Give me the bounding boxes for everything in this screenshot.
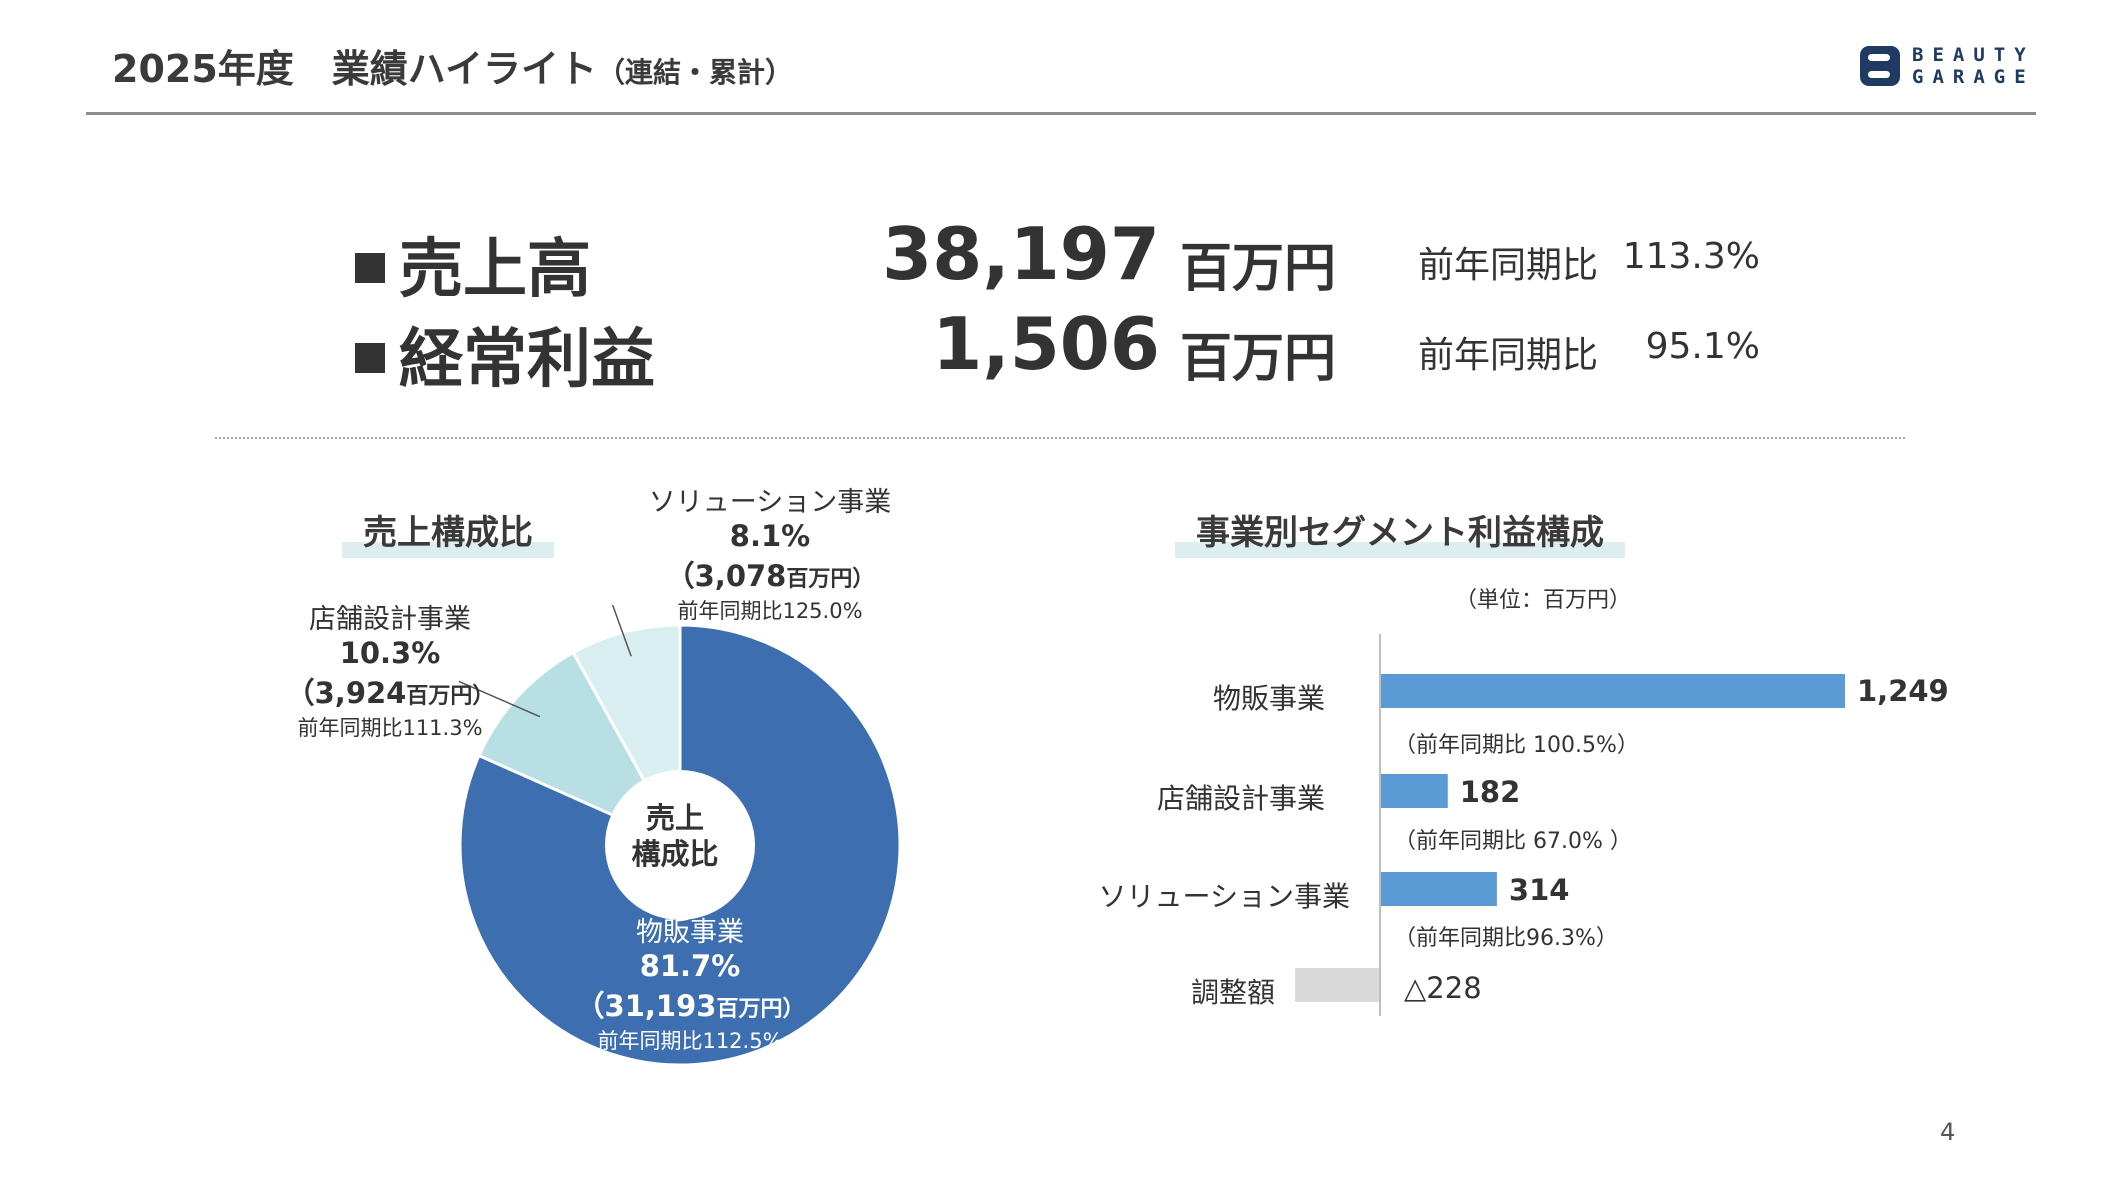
bar-2 [1380, 872, 1497, 906]
pie-label-solution-yoy: 前年同期比125.0% [677, 599, 863, 623]
bar-title-highlight [1175, 542, 1625, 558]
bar-value-adjustment: △228 [1404, 971, 1482, 1005]
pie-label-product-sales-yoy: 前年同期比112.5% [597, 1029, 783, 1053]
pie-label-product-sales: 物販事業 81.7% （31,193百万円） 前年同期比112.5% [540, 910, 840, 1055]
kpi-ordinary-profit-yoy-label: 前年同期比 [1418, 335, 1599, 376]
kpi-sales-value: 38,197 [882, 212, 1160, 296]
pie-label-solution-amount: （3,078百万円） [620, 553, 920, 595]
pie-label-product-sales-amount-unit: 百万円） [716, 997, 805, 1022]
pie-label-store-design-yoy: 前年同期比111.3% [297, 716, 483, 740]
bar-value-solution: 314 [1508, 873, 1570, 907]
pie-label-solution-percent: 8.1% [729, 519, 811, 553]
bar-0 [1380, 674, 1845, 708]
pie-label-solution-amount-unit: 百万円） [786, 567, 875, 592]
kpi-sales-unit: 百万円 [1180, 239, 1337, 299]
bar-category-product-sales: 物販事業 [1212, 682, 1325, 715]
page-title-text: 2025年度 業績ハイライト [112, 47, 598, 91]
bar-3 [1295, 968, 1380, 1002]
sales-composition-pie-chart [458, 605, 902, 1067]
pie-center-label-line-2: 構成比 [631, 837, 719, 871]
pie-label-product-sales-percent: 81.7% [639, 949, 741, 983]
pie-label-product-sales-amount-value: （31,193 [575, 989, 717, 1023]
bar-value-store-design: 182 [1459, 775, 1521, 809]
logo-line-2: GARAGE [1912, 66, 2035, 88]
page-number: 4 [1940, 1118, 1956, 1146]
kpi-ordinary-profit-yoy-value: 95.1% [1645, 326, 1760, 367]
pie-label-product-sales-name: 物販事業 [636, 917, 744, 948]
kpi-sales-label: 売上高 [355, 218, 591, 310]
pie-center-label: 売上 構成比 [590, 800, 760, 872]
leader-line-solution [611, 605, 632, 657]
bar-unit-note: （単位：百万円） [1455, 588, 1632, 613]
logo-wordmark: BEAUTY GARAGE [1912, 44, 2035, 88]
bar-note-store-design: （前年同期比 67.0% ） [1394, 829, 1632, 854]
leader-line-store-design [458, 680, 541, 718]
pie-center-label-line-1: 売上 [645, 801, 704, 835]
kpi-sales-yoy-value: 113.3% [1622, 236, 1760, 277]
pie-label-store-design-amount-value: （3,924 [285, 676, 407, 710]
kpi-sales-yoy-label: 前年同期比 [1418, 245, 1599, 286]
logo-line-1: BEAUTY [1912, 44, 2035, 66]
pie-label-solution-amount-value: （3,078 [665, 559, 787, 593]
kpi-ordinary-profit-label-text: 経常利益 [399, 323, 655, 397]
bar-category-adjustment: 調整額 [1190, 976, 1275, 1009]
pie-label-solution: ソリューション事業 8.1% （3,078百万円） 前年同期比125.0% [620, 480, 920, 625]
pie-label-store-design-amount-unit: 百万円） [406, 684, 495, 709]
header-divider [86, 112, 2036, 115]
pie-label-store-design-name: 店舗設計事業 [309, 604, 471, 635]
square-bullet-icon [355, 343, 385, 373]
pie-label-solution-name: ソリューション事業 [648, 487, 892, 518]
bar-1 [1380, 774, 1448, 808]
kpi-ordinary-profit-unit: 百万円 [1180, 329, 1337, 389]
bar-chart-title: 事業別セグメント利益構成 [1196, 513, 1604, 553]
bar-category-solution: ソリューション事業 [1098, 880, 1350, 913]
bar-value-product-sales: 1,249 [1857, 674, 1949, 708]
pie-title-highlight [342, 542, 554, 558]
pie-chart-title: 売上構成比 [363, 513, 533, 553]
pie-label-product-sales-amount: （31,193百万円） [540, 983, 840, 1025]
kpi-sales-label-text: 売上高 [399, 233, 591, 307]
pie-label-store-design-amount: （3,924百万円） [240, 670, 540, 712]
segment-profit-bar-chart [1295, 634, 1845, 1016]
kpi-ordinary-profit-label: 経常利益 [355, 308, 655, 400]
pie-center-hole [605, 770, 755, 920]
pie-label-store-design-percent: 10.3% [339, 636, 441, 670]
section-divider [215, 437, 1905, 439]
bar-note-solution: （前年同期比96.3%） [1394, 926, 1618, 951]
square-bullet-icon [355, 253, 385, 283]
kpi-ordinary-profit-value: 1,506 [932, 302, 1160, 386]
logo-mark-icon [1860, 46, 1900, 86]
pie-label-store-design: 店舗設計事業 10.3% （3,924百万円） 前年同期比111.3% [240, 597, 540, 742]
page-subtitle: （連結・累計） [597, 56, 794, 89]
company-logo: BEAUTY GARAGE [1858, 42, 2035, 90]
bar-category-store-design: 店舗設計事業 [1156, 782, 1325, 815]
page-title: 2025年度 業績ハイライト（連結・累計） [112, 38, 793, 93]
bar-note-product-sales: （前年同期比 100.5%） [1394, 733, 1639, 758]
